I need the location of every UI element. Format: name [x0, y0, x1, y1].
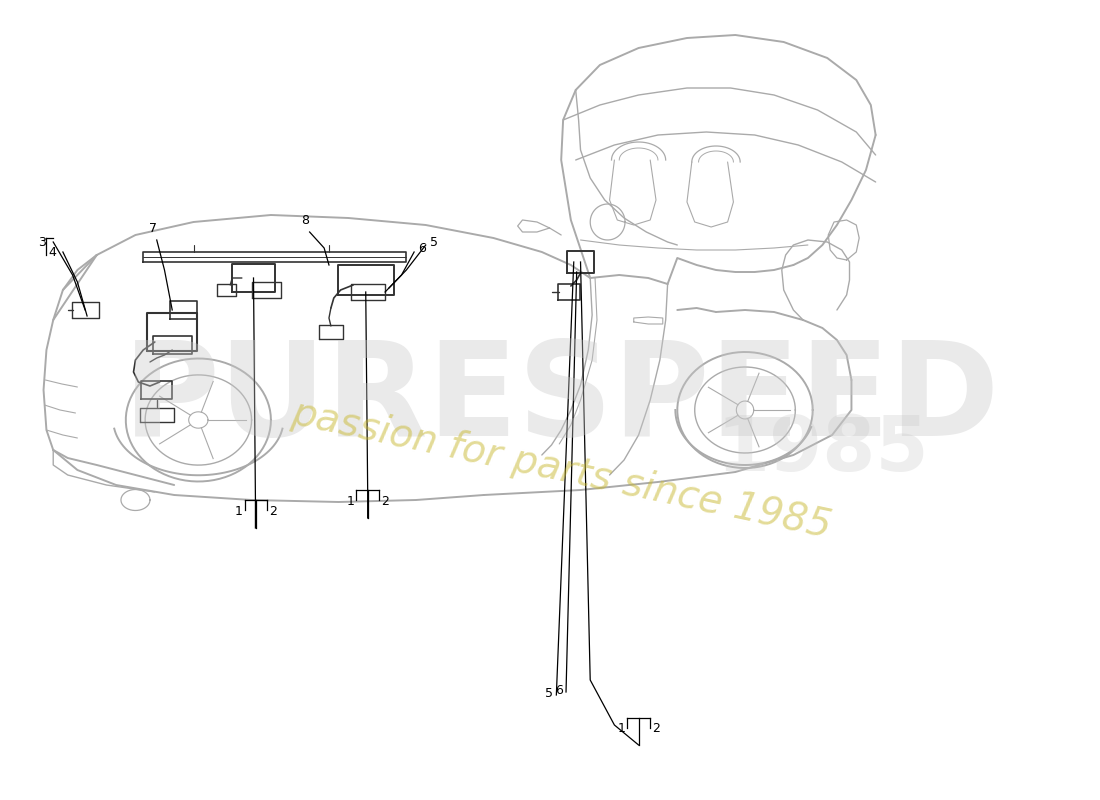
- Text: 1: 1: [617, 722, 625, 735]
- Text: 1: 1: [346, 495, 354, 508]
- Text: 2: 2: [268, 505, 277, 518]
- Text: 5: 5: [544, 687, 552, 700]
- Text: passion for parts since 1985: passion for parts since 1985: [288, 394, 835, 546]
- Text: 2: 2: [652, 722, 660, 735]
- Text: 5: 5: [430, 235, 438, 249]
- Text: 6: 6: [556, 684, 563, 697]
- Text: 1985: 1985: [716, 413, 928, 487]
- Text: 4: 4: [48, 246, 56, 258]
- Text: 1: 1: [235, 505, 243, 518]
- Text: 7: 7: [148, 222, 157, 235]
- Text: 2: 2: [382, 495, 389, 508]
- Text: PURESPEED: PURESPEED: [122, 337, 1000, 463]
- Text: 3: 3: [39, 235, 46, 249]
- Text: 6: 6: [418, 242, 426, 254]
- Text: 8: 8: [300, 214, 309, 227]
